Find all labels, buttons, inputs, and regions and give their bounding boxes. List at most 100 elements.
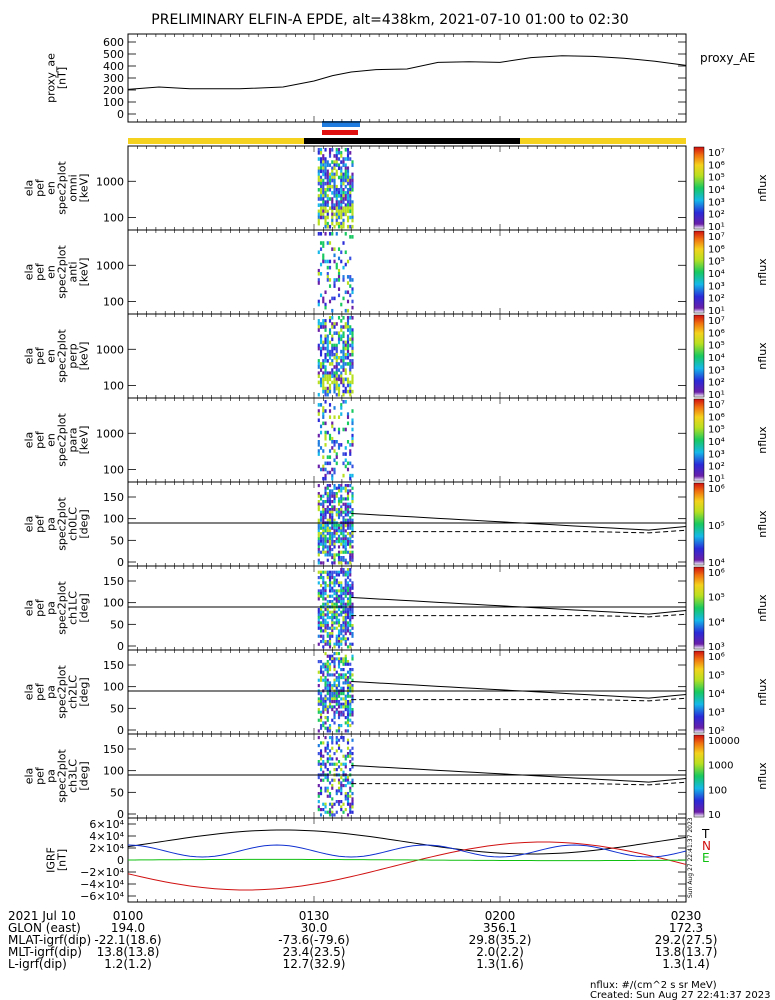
heatmap-cell [351, 352, 354, 357]
heatmap-cell [326, 184, 329, 189]
heatmap-cell [340, 792, 343, 796]
heatmap-cell [335, 365, 338, 369]
heatmap-cell [328, 497, 332, 501]
heatmap-cell [344, 502, 347, 506]
heatmap-cell [342, 209, 345, 214]
y-axis-label-line: perp [67, 343, 80, 368]
colorbar-tick-label: 10⁴ [708, 617, 725, 628]
y-axis-label-line: ela [23, 600, 36, 617]
heatmap-cell [322, 322, 325, 326]
heatmap-cell [326, 537, 329, 541]
heatmap-cell [322, 178, 325, 183]
heatmap-cell [335, 657, 338, 661]
legend-igrf-e: E [702, 851, 710, 865]
heatmap-cell [333, 497, 336, 501]
footer-value: 0230 [671, 909, 702, 923]
heatmap-cell [322, 721, 325, 725]
heatmap-cell [322, 576, 325, 580]
heatmap-cell [346, 629, 350, 633]
heatmap-cell [340, 209, 343, 214]
heatmap-cell [319, 188, 323, 192]
heatmap-cell [326, 616, 329, 620]
heatmap-cell [349, 749, 352, 753]
heatmap-cell [331, 169, 334, 174]
heatmap-cell [346, 700, 350, 704]
heatmap-cell [317, 484, 320, 488]
heatmap-cell [317, 532, 320, 536]
heatmap-cell [349, 708, 352, 712]
heatmap-cell [328, 518, 332, 522]
heatmap-cell [333, 331, 336, 335]
heatmap-cell [317, 537, 320, 541]
heatmap-cell [342, 163, 345, 167]
heatmap-cell [337, 340, 341, 345]
y-axis-label-line: ela [23, 684, 36, 701]
panel-frame [127, 397, 687, 483]
heatmap-cell [333, 406, 336, 410]
heatmap-cell [335, 602, 338, 606]
heatmap-cell [337, 746, 341, 750]
heatmap-cell [349, 600, 352, 604]
heatmap-cell [337, 148, 341, 152]
heatmap-cell [349, 532, 352, 536]
heatmap-cell [337, 673, 341, 677]
heatmap-cell [337, 581, 341, 585]
heatmap-cell [317, 452, 320, 456]
heatmap-cell [337, 550, 341, 554]
heatmap-cell [342, 392, 345, 397]
heatmap-cell [340, 668, 343, 672]
heatmap-cell [349, 808, 352, 812]
heatmap-cell [340, 443, 343, 447]
heatmap-cell [344, 602, 347, 606]
heatmap-cell [326, 526, 329, 530]
heatmap-cell [349, 443, 352, 447]
heatmap-cell [337, 500, 341, 504]
heatmap-cell [351, 616, 354, 620]
heatmap-cell [342, 810, 345, 814]
heatmap-cell [335, 322, 338, 326]
heatmap-cell [324, 175, 327, 180]
heatmap-cell [337, 443, 341, 447]
heatmap-cell [331, 616, 334, 620]
heatmap-cell [324, 191, 327, 195]
heatmap-cell [337, 212, 341, 217]
heatmap-cell [326, 776, 329, 780]
heatmap-cell [322, 209, 325, 214]
heatmap-cell [337, 561, 341, 565]
heatmap-cell [346, 746, 350, 750]
y-axis-label-line: en [45, 349, 58, 363]
heatmap-cell [322, 760, 325, 764]
heatmap-cell [349, 602, 352, 606]
heatmap-cell [340, 586, 343, 590]
heatmap-cell [337, 637, 341, 641]
heatmap-cell [322, 618, 325, 622]
heatmap-cell [340, 781, 343, 785]
heatmap-cell [344, 642, 347, 646]
heatmap-cell [335, 524, 338, 528]
heatmap-cell [326, 272, 329, 276]
heatmap-cell [346, 561, 350, 565]
heatmap-cell [322, 513, 325, 517]
panel-anti: elapefenspec2plotanti[keV] 100010010⁷10⁶1… [23, 229, 769, 317]
heatmap-cell [324, 218, 327, 223]
y-tick-label: 0 [117, 808, 124, 821]
heatmap-cell [317, 374, 320, 379]
y-axis-label-line: [nT] [56, 67, 69, 89]
heatmap-cell [319, 741, 323, 745]
heatmap-cell [335, 710, 338, 714]
heatmap-cell [349, 573, 352, 577]
heatmap-cell [319, 212, 323, 217]
heatmap-cell [335, 810, 338, 814]
heatmap-cell [342, 692, 345, 696]
heatmap-cell [324, 789, 327, 793]
heatmap-cell [319, 197, 323, 201]
heatmap-cell [324, 148, 327, 152]
heatmap-cell [340, 642, 343, 646]
heatmap-cell [335, 380, 338, 385]
heatmap-cell [344, 368, 347, 372]
colorbar [693, 398, 705, 482]
heatmap-cell [331, 308, 334, 313]
heatmap-cell [349, 368, 352, 372]
heatmap-cell [344, 389, 347, 394]
heatmap-cell [326, 200, 329, 204]
